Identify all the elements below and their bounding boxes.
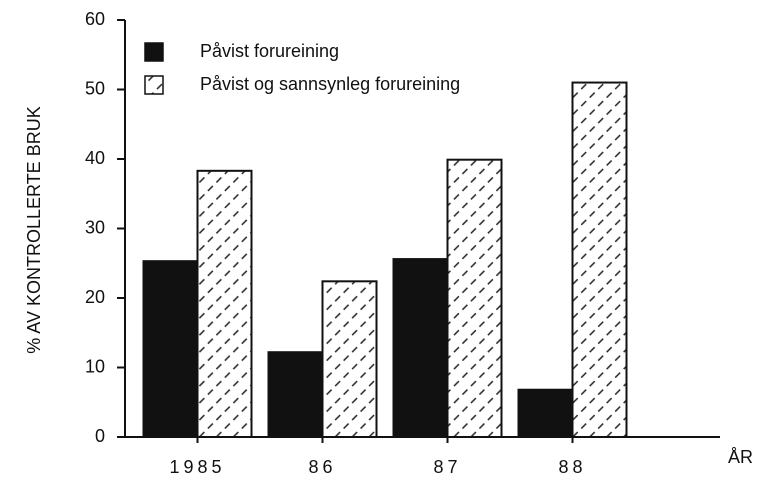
bar: [571, 81, 628, 439]
bar: [517, 388, 574, 438]
legend-swatch: [144, 75, 164, 95]
y-axis-label: % AV KONTROLLERTE BRUK: [24, 106, 44, 353]
bar: [196, 169, 253, 438]
x-tick-label: 88: [558, 457, 586, 477]
x-axis-label: ÅR: [728, 447, 753, 467]
y-tick-label: 20: [85, 287, 105, 307]
y-tick-label: 10: [85, 356, 105, 376]
bar: [321, 280, 378, 438]
bar: [392, 258, 449, 438]
y-tick-label: 40: [85, 148, 105, 168]
legend-label: Påvist forureining: [200, 41, 339, 61]
y-tick-label: 50: [85, 78, 105, 98]
y-tick-label: 30: [85, 217, 105, 237]
legend-label: Påvist og sannsynleg forureining: [200, 74, 460, 94]
legend-swatch: [144, 42, 164, 62]
bar: [267, 351, 324, 438]
bar: [446, 158, 503, 438]
y-tick-label: 0: [95, 426, 105, 446]
x-tick-label: 87: [433, 457, 461, 477]
y-tick-label: 60: [85, 9, 105, 29]
x-tick-label: 1985: [169, 457, 225, 477]
x-tick-label: 86: [308, 457, 336, 477]
bar: [142, 260, 199, 439]
